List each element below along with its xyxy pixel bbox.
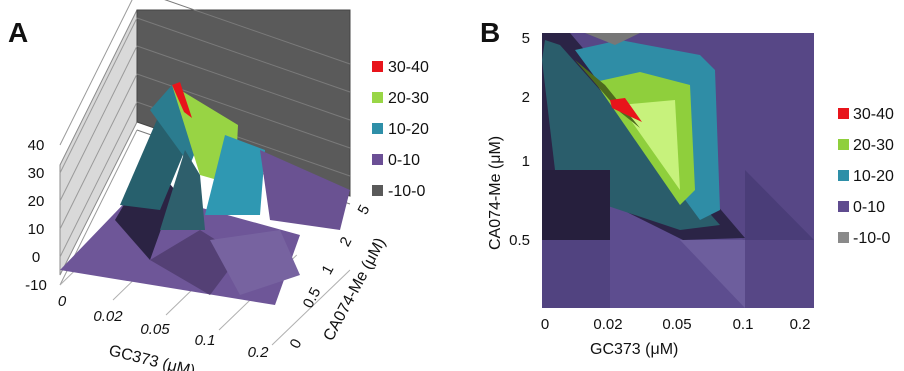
legend-label: 10-20 (853, 168, 894, 185)
x-tick-label: 0 (58, 293, 67, 310)
surface-mesh (60, 82, 350, 305)
b-x-tick-label: 0.1 (733, 316, 754, 333)
b-y-tick-label: 5 (522, 30, 530, 47)
z-tick-label: 0 (32, 249, 40, 266)
legend-label: 0-10 (388, 152, 420, 169)
legend-swatch (372, 123, 383, 134)
contour-region-low-right (680, 240, 745, 308)
y-tick-label: 2 (337, 234, 356, 249)
legend-swatch (372, 92, 383, 103)
surface-facet (260, 150, 350, 230)
wall-gridline (164, 0, 351, 65)
surface-facet (205, 135, 265, 215)
z-tick-label: 10 (28, 221, 45, 238)
legend-a: 30-40 20-30 10-20 0-10 -10-0 (372, 59, 429, 200)
legend-label: 20-30 (388, 90, 429, 107)
panel-b-contour-chart: B 0 0.02 0.05 0.1 0.2 0.5 1 2 5 GC373 (μM) CA07… (480, 17, 894, 358)
contour-region-30-40 (610, 98, 642, 122)
x-axis-title: GC373 (μM) (107, 342, 197, 371)
y-tick-label: 0.5 (300, 285, 325, 311)
wall-gridline (59, 73, 138, 230)
legend-label: 20-30 (853, 137, 894, 154)
legend-b: 30-40 20-30 10-20 0-10 -10-0 (838, 106, 894, 247)
wall-gridline (59, 0, 133, 146)
legend-swatch (372, 61, 383, 72)
y-tick-label: 0 (287, 336, 306, 351)
b-y-tick-label: 0.5 (509, 232, 530, 249)
legend-swatch (838, 139, 849, 150)
x-tick-label: 0.02 (93, 308, 123, 325)
y-axis-title: CA074-Me (μM) (321, 235, 390, 344)
b-y-axis-ticks: 0.5 1 2 5 (509, 30, 530, 249)
legend-label: 30-40 (853, 106, 894, 123)
b-y-tick-label: 1 (522, 153, 530, 170)
contour-region-neg (585, 33, 640, 45)
panel-b-label: B (480, 17, 500, 48)
legend-swatch (372, 154, 383, 165)
y-tick-label: 5 (355, 202, 374, 217)
contour-regions (542, 33, 814, 308)
b-x-axis-title: GC373 (μM) (590, 341, 678, 358)
legend-label: 0-10 (853, 199, 885, 216)
legend-swatch (372, 185, 383, 196)
x-tick-label: 0.2 (248, 344, 270, 361)
contour-region-right-mid (745, 170, 814, 240)
legend-label: -10-0 (388, 183, 425, 200)
floor-gridline (271, 269, 351, 346)
contour-region-low-corner (542, 240, 610, 308)
surface-facet-peak (172, 82, 192, 118)
b-x-tick-label: 0.2 (790, 316, 811, 333)
b-y-tick-label: 2 (522, 89, 530, 106)
z-axis-ticks: -10 0 10 20 30 40 (25, 137, 47, 294)
surface-facet (210, 230, 300, 295)
x-tick-label: 0.1 (195, 332, 216, 349)
z-tick-label: 30 (28, 165, 45, 182)
b-x-tick-label: 0 (541, 316, 549, 333)
legend-label: -10-0 (853, 230, 890, 247)
wall-gridline (59, 45, 138, 202)
wall-gridline (59, 17, 138, 174)
legend-swatch (838, 232, 849, 243)
legend-label: 30-40 (388, 59, 429, 76)
panel-a-label: A (8, 17, 28, 48)
back-wall-right (136, 9, 351, 197)
legend-swatch (838, 108, 849, 119)
legend-swatch (838, 170, 849, 181)
contour-region-low-left (542, 170, 610, 240)
z-tick-label: 20 (28, 193, 45, 210)
b-x-axis-ticks: 0 0.02 0.05 0.1 0.2 (541, 316, 811, 333)
wall-gridline (59, 101, 138, 258)
wall-gridline (136, 17, 351, 93)
z-tick-label: 40 (28, 137, 45, 154)
z-tick-label: -10 (25, 277, 47, 294)
b-x-tick-label: 0.02 (593, 316, 622, 333)
y-tick-label: 1 (319, 262, 338, 277)
b-y-axis-title: CA074-Me (μM) (487, 136, 504, 250)
wall-gridline (136, 45, 351, 121)
surface-facet (160, 150, 205, 230)
x-axis-ticks: 0 0.02 0.05 0.1 0.2 (58, 293, 269, 361)
legend-label: 10-20 (388, 121, 429, 138)
x-tick-label: 0.05 (140, 321, 170, 338)
panel-a-surface-chart: A -10 0 10 20 30 40 0 0.02 0.05 0.1 0.2 0 0.5 1 2 5 G… (8, 0, 429, 371)
b-x-tick-label: 0.05 (662, 316, 691, 333)
legend-swatch (838, 201, 849, 212)
